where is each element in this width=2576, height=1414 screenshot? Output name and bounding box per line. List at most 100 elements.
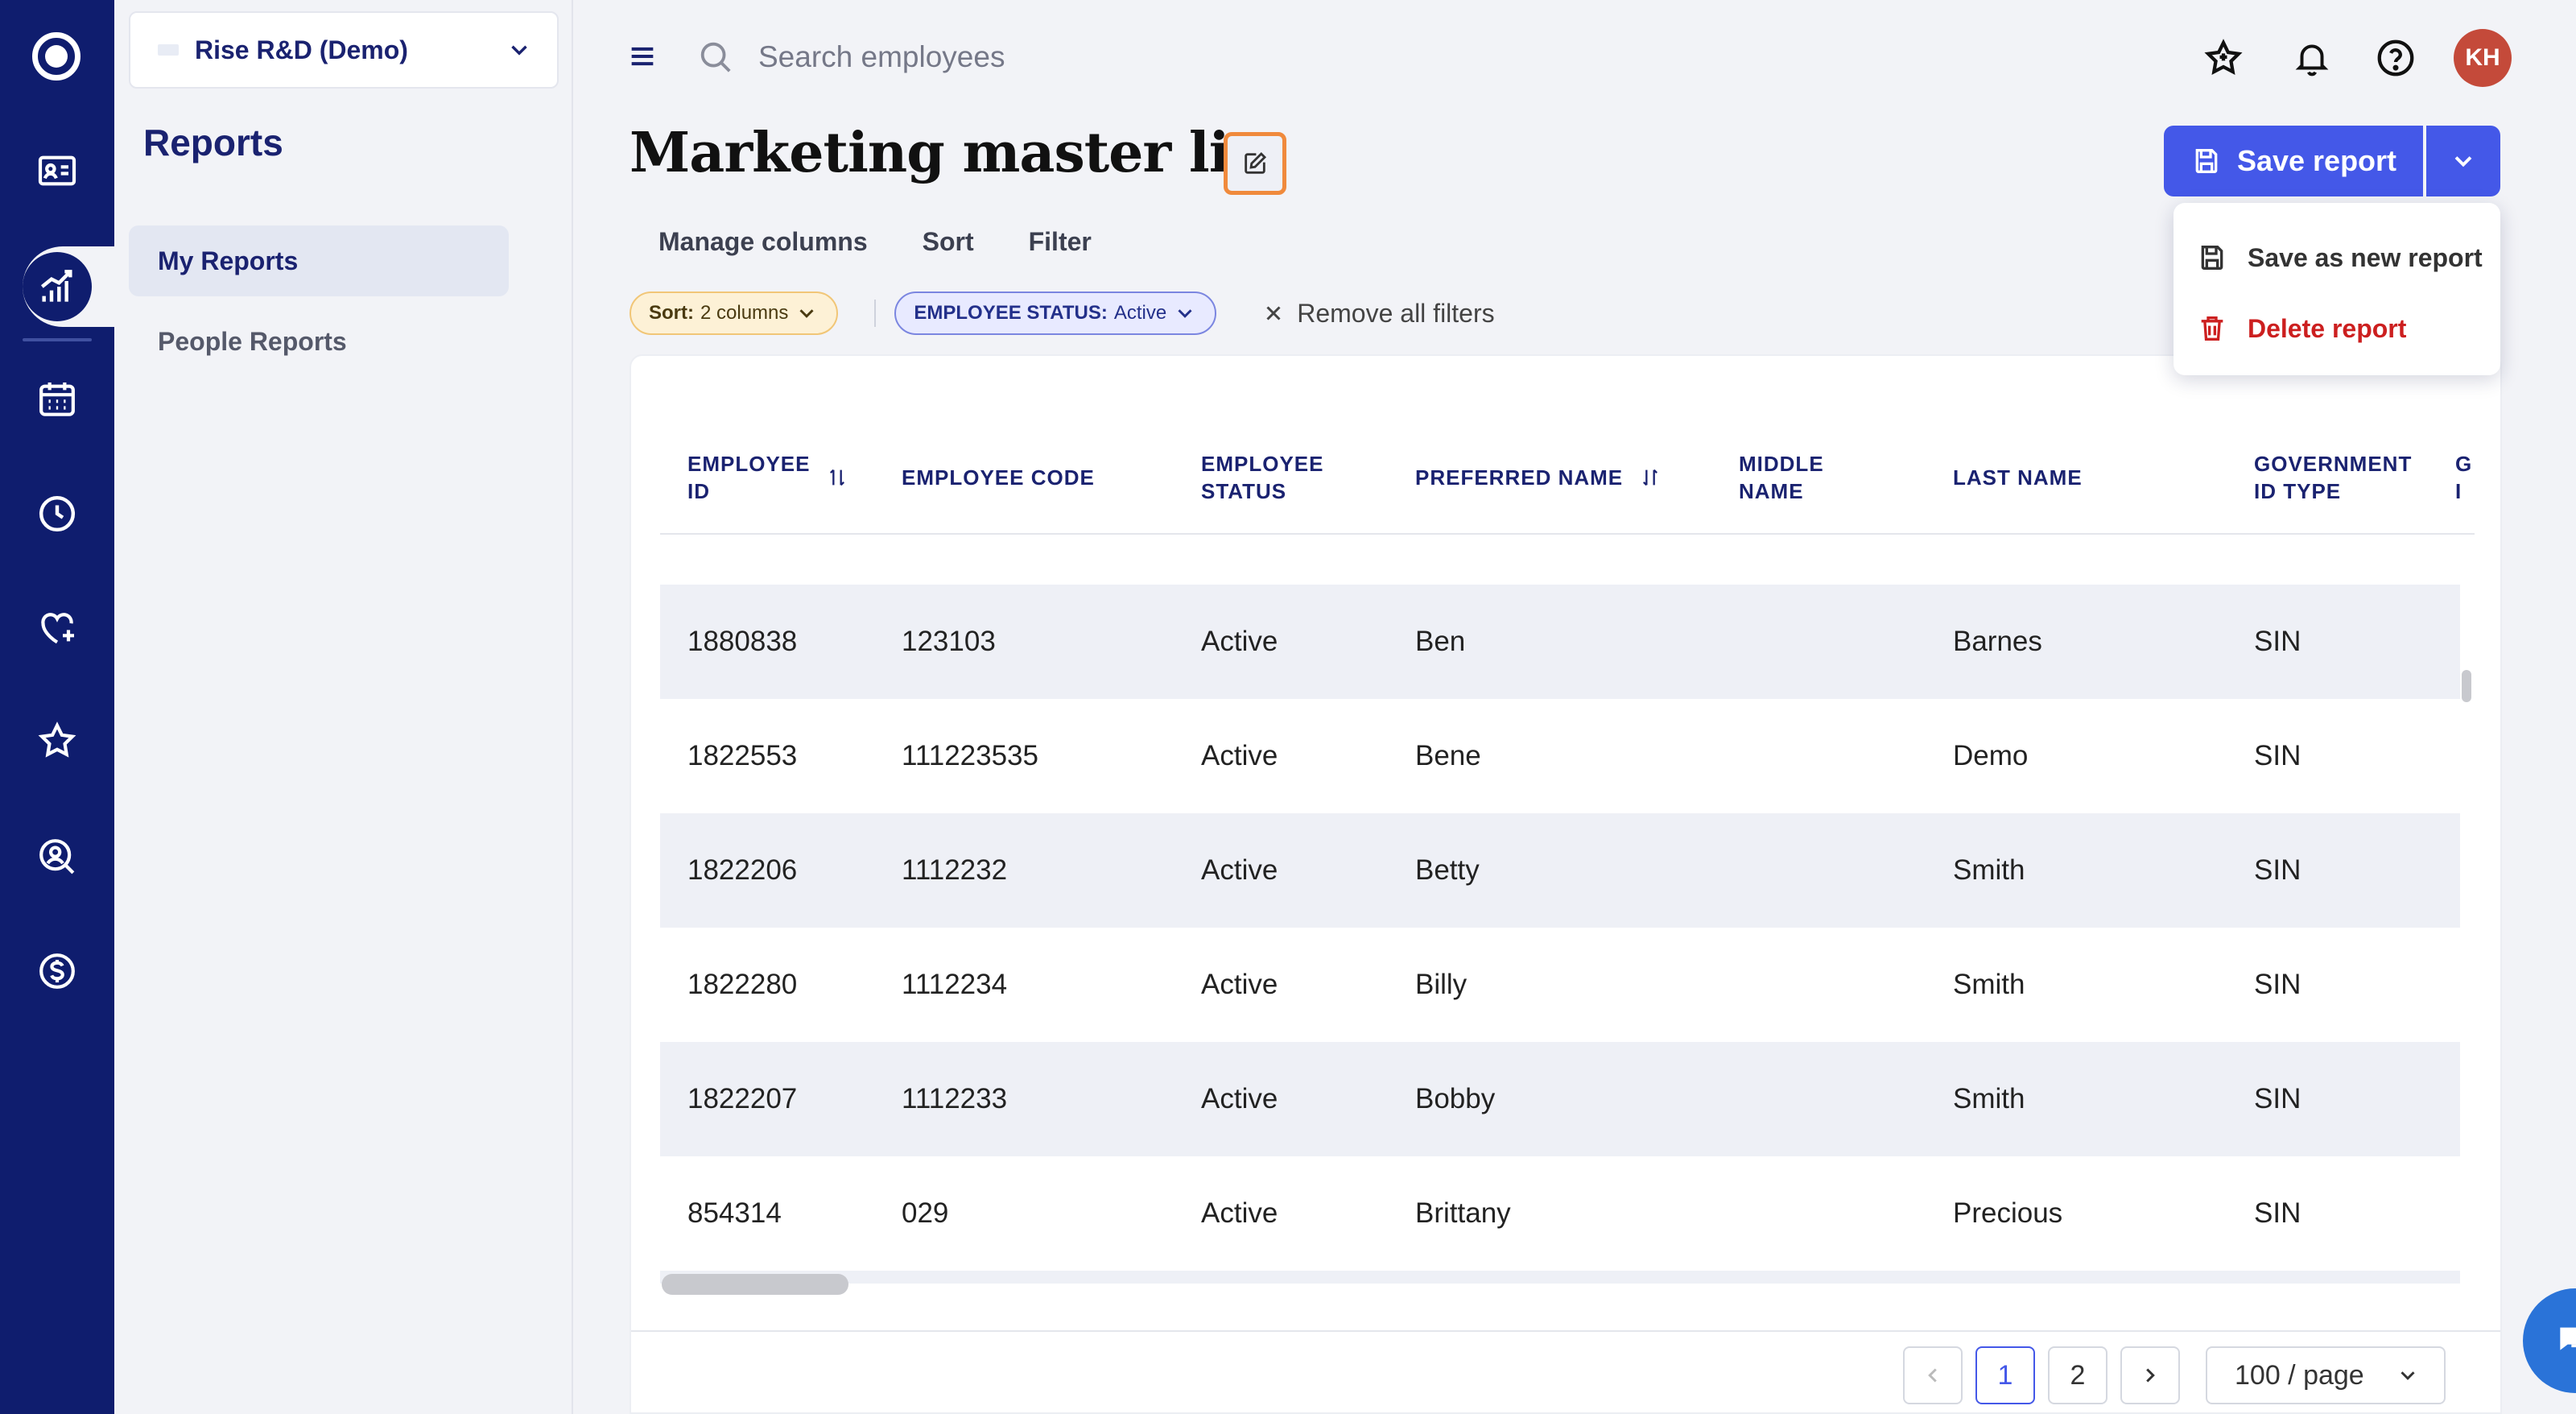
dollar-icon[interactable] (0, 931, 114, 1011)
page-button-2[interactable]: 2 (2048, 1346, 2107, 1404)
col-middle-name[interactable]: MIDDLE NAME (1739, 452, 1824, 503)
cell-employee-id: 854314 (687, 1197, 782, 1229)
cell-preferred-name: Bobby (1415, 1083, 1496, 1114)
edit-icon (1245, 151, 1267, 174)
status-chip-key: EMPLOYEE STATUS: (914, 302, 1108, 324)
cell-preferred-name: Betty (1415, 854, 1480, 886)
col-last-name[interactable]: LAST NAME (1953, 465, 2083, 490)
chip-separator (874, 300, 876, 327)
cell-last-name: Smith (1953, 1083, 2025, 1114)
id-card-icon[interactable] (0, 130, 114, 211)
save-report-label: Save report (2236, 144, 2397, 177)
sort-chip-key: Sort: (649, 302, 694, 324)
search-icon (700, 42, 731, 72)
col-preferred-name[interactable]: PREFERRED NAME (1415, 420, 1662, 535)
table-row[interactable]: 1822207 1112233 Active Bobby Smith SIN (660, 1042, 2460, 1156)
edit-title-button[interactable] (1224, 132, 1286, 195)
table-row[interactable]: 1880838 123103 Active Ben Barnes SIN (660, 585, 2460, 699)
remove-all-filters-button[interactable]: Remove all filters (1261, 298, 1495, 329)
panel-footer-divider (631, 1330, 2500, 1332)
sort-tab[interactable]: Sort (922, 226, 974, 256)
logo-icon[interactable] (32, 32, 80, 81)
table-row[interactable]: 854314 029 Active Brittany Precious SIN (660, 1156, 2460, 1271)
sort-icon[interactable] (1639, 466, 1662, 489)
search-input[interactable] (758, 31, 1322, 84)
person-search-icon[interactable] (0, 817, 114, 897)
calendar-icon[interactable] (0, 359, 114, 440)
vertical-scrollbar[interactable] (2462, 670, 2471, 702)
filter-tab[interactable]: Filter (1028, 226, 1092, 256)
cell-last-name: Demo (1953, 740, 2029, 771)
table-row[interactable]: 1822553 111223535 Active Bene Demo SIN (660, 699, 2460, 813)
col-employee-id[interactable]: EMPLOYEE ID (687, 420, 848, 535)
org-selector[interactable]: Rise R&D (Demo) (129, 11, 559, 89)
table-row[interactable]: 1822206 1112232 Active Betty Smith SIN (660, 813, 2460, 928)
cell-employee-code: 111223535 (902, 740, 1038, 771)
cell-employee-id: 1822280 (687, 969, 798, 1000)
reports-sidebar: Rise R&D (Demo) Reports My Reports Peopl… (114, 0, 573, 1414)
chat-button[interactable] (2523, 1288, 2576, 1393)
bell-icon[interactable] (2289, 35, 2334, 81)
chevron-left-icon (1928, 1368, 1937, 1383)
cell-employee-status: Active (1201, 1197, 1278, 1229)
cell-employee-code: 1112233 (902, 1083, 1008, 1114)
col-employee-status[interactable]: EMPLOYEE STATUS (1201, 452, 1324, 503)
status-chip-value: Active (1113, 302, 1167, 324)
sort-icon[interactable] (826, 466, 848, 489)
col-employee-code[interactable]: EMPLOYEE CODE (902, 465, 1095, 490)
cell-government-id-type: SIN (2254, 1197, 2301, 1229)
sidebar-item-people-reports[interactable]: People Reports (158, 326, 347, 356)
remove-all-filters-label: Remove all filters (1297, 298, 1495, 328)
org-name: Rise R&D (Demo) (195, 35, 408, 64)
active-filters: Sort: 2 columns EMPLOYEE STATUS: Active … (630, 291, 1495, 335)
menu-icon[interactable] (626, 40, 658, 72)
horizontal-scrollbar[interactable] (662, 1274, 848, 1295)
chevron-right-icon (2146, 1368, 2155, 1383)
table-body: 1880838 123103 Active Ben Barnes SIN 182… (660, 585, 2460, 1284)
save-as-new-report-item[interactable]: Save as new report (2174, 222, 2500, 293)
delete-report-item[interactable]: Delete report (2174, 293, 2500, 364)
prev-page-button[interactable] (1903, 1346, 1963, 1404)
cell-employee-id: 1822206 (687, 854, 798, 886)
cell-preferred-name: Brittany (1415, 1197, 1511, 1229)
status-filter-chip[interactable]: EMPLOYEE STATUS: Active (894, 291, 1217, 335)
save-options-toggle[interactable] (2426, 126, 2500, 196)
rail-item-reports[interactable] (23, 246, 114, 327)
top-bar: KH (575, 0, 2576, 113)
page-button-1[interactable]: 1 (1975, 1346, 2035, 1404)
help-icon[interactable] (2373, 35, 2418, 81)
reports-icon (23, 252, 92, 321)
cell-government-id-type: SIN (2254, 969, 2301, 1000)
page-size-select[interactable]: 100 / page (2206, 1346, 2446, 1404)
sort-chip[interactable]: Sort: 2 columns (630, 291, 839, 335)
clock-icon[interactable] (0, 473, 114, 554)
heart-plus-icon[interactable] (0, 588, 114, 668)
star-outline-icon[interactable] (2201, 35, 2246, 81)
sidebar-item-my-reports[interactable]: My Reports (129, 225, 509, 296)
table-header: EMPLOYEE ID EMPLOYEE CODE EMPLOYEE STATUS … (660, 420, 2475, 535)
user-avatar[interactable]: KH (2454, 29, 2512, 87)
sidebar-title: Reports (143, 122, 283, 163)
chevron-down-icon (799, 309, 814, 318)
cell-last-name: Smith (1953, 969, 2025, 1000)
col-government-id-type[interactable]: GOVERNMENT ID TYPE (2254, 452, 2413, 503)
save-as-new-report-label: Save as new report (2248, 242, 2483, 272)
save-report-button[interactable]: Save report (2164, 126, 2423, 196)
report-table-panel: EMPLOYEE ID EMPLOYEE CODE EMPLOYEE STATUS … (630, 354, 2502, 1414)
cell-employee-id: 1822207 (687, 1083, 798, 1114)
next-page-button[interactable] (2120, 1346, 2180, 1404)
save-icon (2195, 149, 2218, 173)
cell-employee-id: 1822553 (687, 740, 798, 771)
cell-preferred-name: Billy (1415, 969, 1468, 1000)
table-row[interactable]: 1822280 1112234 Active Billy Smith SIN (660, 928, 2460, 1042)
save-icon (2201, 246, 2223, 270)
manage-columns-tab[interactable]: Manage columns (658, 226, 868, 256)
page-size-value: 100 / page (2235, 1359, 2364, 1391)
org-flag-icon (158, 44, 179, 56)
star-icon[interactable] (0, 701, 114, 781)
page-title: Marketing master list (630, 121, 1284, 185)
cell-government-id-type: SIN (2254, 740, 2301, 771)
rail-divider (23, 338, 92, 341)
cell-preferred-name: Bene (1415, 740, 1481, 771)
